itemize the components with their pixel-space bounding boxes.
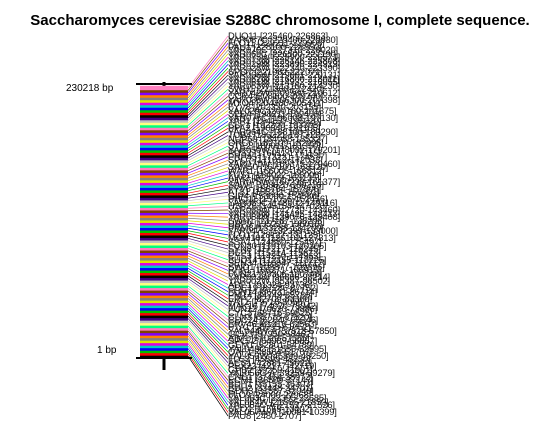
feature-connector xyxy=(188,75,228,115)
feature-connector xyxy=(188,54,228,101)
feature-connector xyxy=(188,216,228,217)
feature-connector xyxy=(188,89,228,125)
feature-connector xyxy=(188,100,228,133)
feature-connector xyxy=(188,243,228,256)
feature-connector xyxy=(188,238,228,249)
feature-connector xyxy=(188,278,228,306)
feature-connector xyxy=(188,346,228,402)
feature-connector xyxy=(188,103,228,135)
feature-band xyxy=(140,86,188,90)
feature-connector xyxy=(188,72,228,114)
feature-connector xyxy=(188,291,228,324)
feature-label: DUQ11 [225460-226863] xyxy=(228,31,328,41)
feature-connector xyxy=(188,226,228,232)
feature-connector xyxy=(188,203,228,206)
feature-connector xyxy=(188,192,228,198)
feature-connector xyxy=(188,246,228,260)
feature-connector xyxy=(188,171,228,183)
feature-connector xyxy=(188,343,228,398)
feature-connector xyxy=(188,210,228,211)
feature-connector xyxy=(188,167,228,180)
feature-connector xyxy=(188,143,228,164)
feature-connector xyxy=(188,206,228,208)
feature-connector xyxy=(188,263,228,284)
feature-connector xyxy=(188,218,228,220)
